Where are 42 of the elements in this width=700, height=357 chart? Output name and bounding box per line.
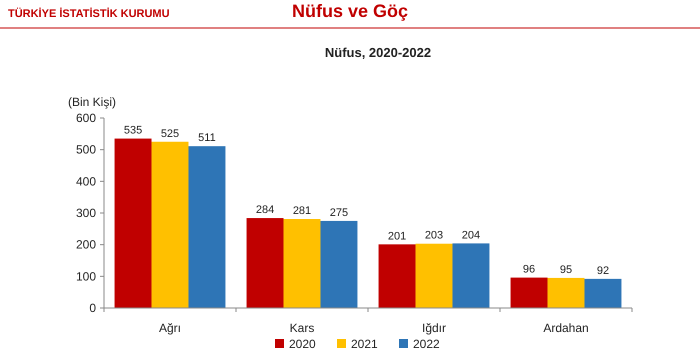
- y-tick-label: 500: [76, 142, 96, 157]
- data-label: 281: [292, 205, 312, 218]
- x-tick-label: Ardahan: [543, 321, 589, 335]
- data-label: 275: [330, 206, 348, 219]
- bar: [114, 138, 152, 308]
- data-label: 511: [198, 132, 216, 144]
- data-label: 201: [388, 230, 406, 242]
- bar: [452, 243, 490, 308]
- data-label: 535: [124, 124, 142, 137]
- y-tick-label: 100: [76, 269, 96, 284]
- bar: [378, 244, 416, 308]
- legend-label: 2022: [413, 337, 440, 351]
- data-label: 525: [160, 128, 180, 140]
- legend-label: 2021: [351, 337, 378, 351]
- y-axis-title: (Bin Kişi): [68, 95, 116, 109]
- y-tick-label: 600: [76, 111, 96, 125]
- text: TÜRKİYE İSTATİSTİK KURUMU: [8, 7, 170, 20]
- data-label: 95: [560, 264, 572, 276]
- data-label: 96: [522, 264, 536, 276]
- legend-label: 2020: [289, 337, 316, 351]
- y-tick-label: 300: [76, 206, 96, 220]
- data-label: 92: [596, 264, 610, 277]
- bar: [152, 142, 188, 308]
- x-tick-label: Kars: [290, 321, 314, 335]
- bar: [548, 278, 584, 308]
- bar: [584, 278, 622, 308]
- y-tick-label: 0: [89, 301, 96, 315]
- chart-subtitle: Nüfus, 2020-2022: [324, 45, 432, 60]
- bar: [188, 146, 226, 308]
- x-tick-label: Iğdır: [422, 321, 446, 335]
- y-tick-label: 200: [76, 238, 96, 252]
- y-tick-label: 400: [76, 174, 96, 188]
- bar: [246, 218, 284, 308]
- bar: [416, 244, 452, 308]
- bar: [510, 278, 548, 308]
- chart-title: Nüfus ve Göç: [292, 1, 408, 21]
- bar: [284, 219, 320, 308]
- data-label: 284: [256, 204, 274, 216]
- x-tick-label: Ağrı: [158, 321, 182, 335]
- bar: [320, 220, 358, 308]
- data-label: 204: [462, 229, 480, 242]
- data-label: 203: [424, 230, 444, 242]
